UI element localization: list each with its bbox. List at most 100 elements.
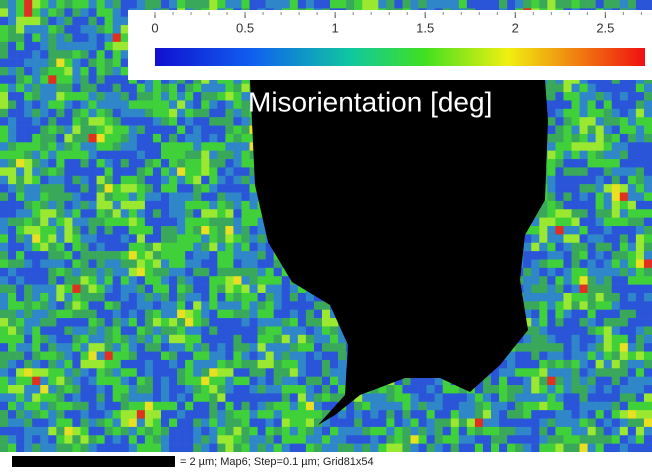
map-pixel — [8, 109, 16, 118]
map-pixel — [64, 234, 72, 243]
map-pixel — [596, 326, 604, 335]
map-pixel — [64, 226, 72, 235]
map-pixel — [225, 352, 233, 361]
map-pixel — [145, 427, 153, 436]
map-pixel — [531, 310, 539, 319]
map-pixel — [580, 92, 588, 101]
map-pixel — [8, 33, 16, 42]
map-pixel — [97, 109, 105, 118]
map-pixel — [16, 444, 24, 453]
map-pixel — [105, 435, 113, 444]
map-pixel — [153, 142, 161, 151]
map-pixel — [386, 427, 394, 436]
map-pixel — [588, 201, 596, 210]
map-pixel — [612, 100, 620, 109]
map-pixel — [298, 419, 306, 428]
map-pixel — [306, 326, 314, 335]
map-pixel — [89, 100, 97, 109]
map-pixel — [145, 301, 153, 310]
map-pixel — [185, 92, 193, 101]
map-pixel — [209, 419, 217, 428]
map-pixel — [89, 17, 97, 26]
map-pixel — [636, 126, 644, 135]
map-pixel — [507, 368, 515, 377]
map-pixel — [24, 25, 32, 34]
map-pixel — [153, 368, 161, 377]
map-pixel — [56, 402, 64, 411]
map-pixel — [56, 268, 64, 277]
map-pixel — [89, 151, 97, 160]
map-pixel — [72, 84, 80, 93]
map-pixel — [241, 184, 249, 193]
map-pixel — [0, 377, 8, 386]
colorbar — [155, 48, 645, 66]
map-pixel — [16, 435, 24, 444]
map-pixel — [346, 444, 354, 453]
map-pixel — [40, 360, 48, 369]
map-pixel — [80, 42, 88, 51]
map-pixel — [298, 444, 306, 453]
map-pixel — [64, 176, 72, 185]
map-pixel — [282, 293, 290, 302]
map-pixel — [306, 435, 314, 444]
map-pixel — [435, 444, 443, 453]
map-pixel — [258, 310, 266, 319]
map-pixel — [177, 293, 185, 302]
map-pixel — [258, 251, 266, 260]
map-pixel — [604, 285, 612, 294]
map-pixel — [539, 251, 547, 260]
map-pixel — [555, 234, 563, 243]
map-pixel — [612, 293, 620, 302]
map-pixel — [185, 368, 193, 377]
map-pixel — [419, 427, 427, 436]
map-pixel — [185, 377, 193, 386]
map-pixel — [129, 301, 137, 310]
map-pixel — [177, 201, 185, 210]
map-pixel — [636, 0, 644, 9]
map-pixel — [499, 393, 507, 402]
map-pixel — [113, 301, 121, 310]
map-pixel — [258, 402, 266, 411]
map-pixel — [0, 193, 8, 202]
map-pixel — [250, 335, 258, 344]
map-pixel — [209, 318, 217, 327]
map-pixel — [113, 50, 121, 59]
map-pixel — [8, 167, 16, 176]
map-pixel — [644, 410, 652, 419]
map-pixel — [443, 0, 451, 9]
map-pixel — [161, 419, 169, 428]
map-pixel — [620, 285, 628, 294]
map-pixel — [24, 167, 32, 176]
map-pixel — [177, 318, 185, 327]
map-pixel — [72, 276, 80, 285]
map-pixel — [145, 243, 153, 252]
map-pixel — [40, 352, 48, 361]
map-pixel — [523, 402, 531, 411]
map-pixel — [89, 201, 97, 210]
map-pixel — [48, 8, 56, 17]
map-pixel — [97, 201, 105, 210]
map-pixel — [185, 243, 193, 252]
map-pixel — [121, 184, 129, 193]
map-pixel — [89, 435, 97, 444]
map-pixel — [97, 134, 105, 143]
map-pixel — [48, 176, 56, 185]
map-pixel — [539, 226, 547, 235]
map-pixel — [555, 151, 563, 160]
map-pixel — [193, 276, 201, 285]
map-pixel — [604, 109, 612, 118]
map-pixel — [620, 268, 628, 277]
map-pixel — [129, 109, 137, 118]
map-pixel — [145, 335, 153, 344]
map-pixel — [547, 268, 555, 277]
map-pixel — [604, 360, 612, 369]
map-pixel — [250, 385, 258, 394]
map-pixel — [161, 151, 169, 160]
map-pixel — [97, 268, 105, 277]
map-pixel — [48, 84, 56, 93]
map-pixel — [628, 259, 636, 268]
map-pixel — [338, 343, 346, 352]
map-pixel — [8, 84, 16, 93]
map-pixel — [137, 377, 145, 386]
map-pixel — [0, 109, 8, 118]
